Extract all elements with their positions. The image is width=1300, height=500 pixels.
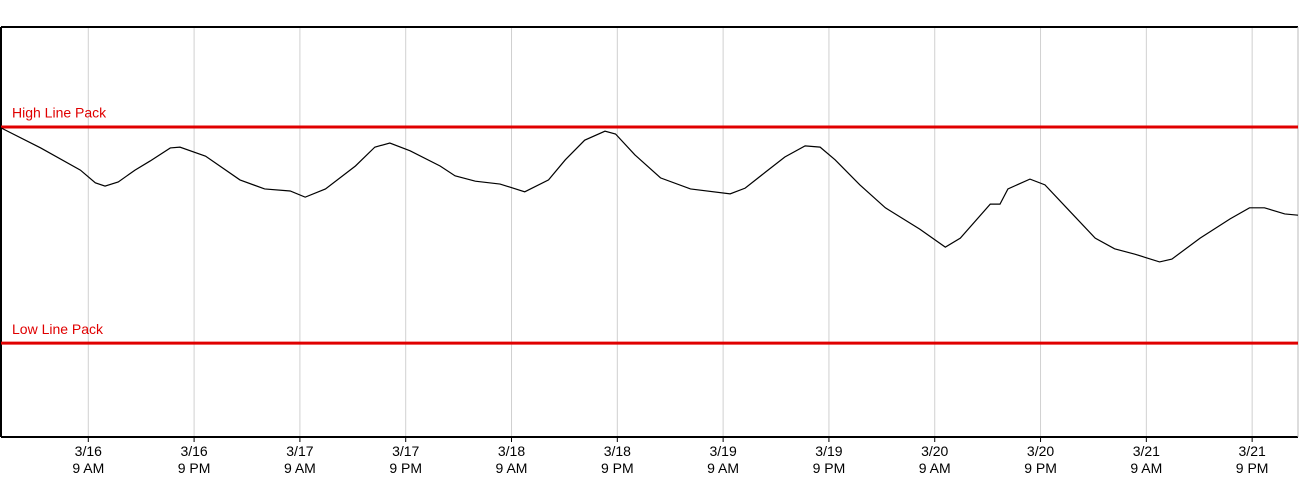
x-tick-label: 3/19 9 PM [813,443,846,476]
x-tick-label: 3/18 9 PM [601,443,634,476]
x-tick-label: 3/16 9 PM [178,443,211,476]
x-tick-label: 3/19 9 AM [707,443,739,476]
x-tick-label: 3/21 9 PM [1236,443,1269,476]
x-tick-label: 3/17 9 PM [389,443,422,476]
x-tick-label: 3/17 9 AM [284,443,316,476]
x-tick-label: 3/18 9 AM [496,443,528,476]
x-tick-label: 3/20 9 PM [1024,443,1057,476]
reference-label: High Line Pack [12,105,107,121]
x-tick-label: 3/20 9 AM [919,443,951,476]
reference-label: Low Line Pack [12,321,104,337]
x-tick-label: 3/16 9 AM [72,443,104,476]
data-line [0,127,1299,263]
x-tick-label: 3/21 9 AM [1130,443,1162,476]
